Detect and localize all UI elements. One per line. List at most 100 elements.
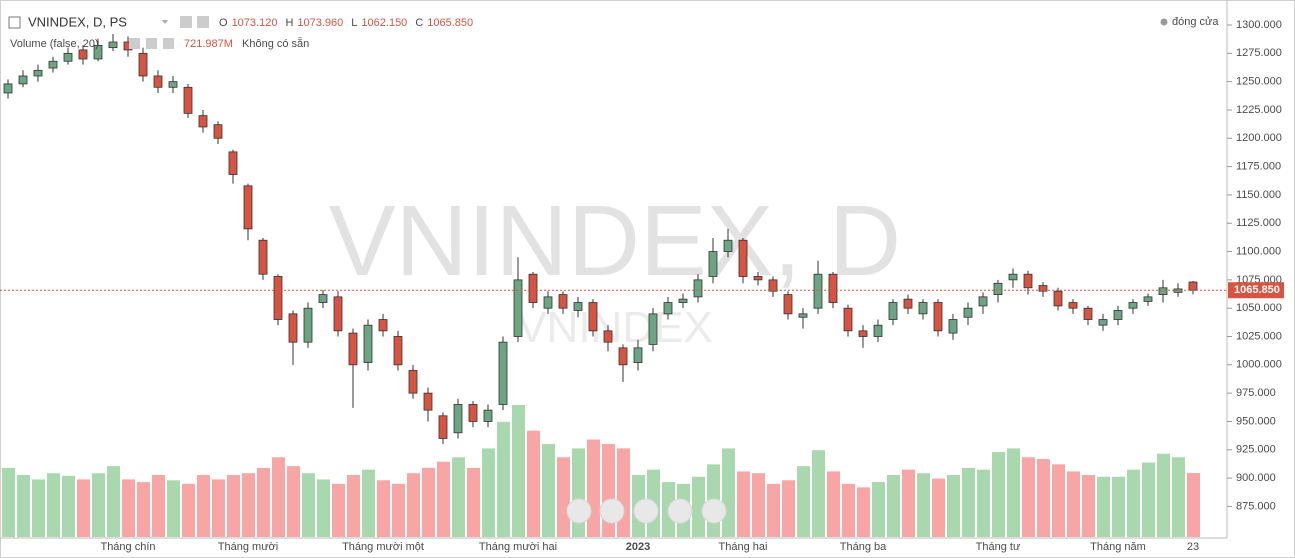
y-tick-label: 950.000: [1236, 415, 1276, 427]
candle-body: [258, 239, 268, 275]
candle-body: [483, 409, 493, 422]
volume-title: Volume (false, 20): [10, 38, 99, 50]
status-text: đóng cửa: [1172, 16, 1219, 28]
x-tick-label: Tháng mười hai: [479, 541, 557, 553]
zoom-plus-button[interactable]: [667, 498, 693, 524]
volume-bar: [287, 466, 300, 537]
candle-body: [528, 273, 538, 303]
y-tick-label: 1250.000: [1236, 76, 1282, 88]
y-tick-label: 1200.000: [1236, 132, 1282, 144]
zoom-minus-button[interactable]: [599, 498, 625, 524]
volume-bar: [1142, 462, 1155, 537]
volume-bar: [1157, 453, 1170, 537]
volume-bar: [137, 482, 150, 537]
volume-bar: [557, 457, 570, 537]
x-tick-label: Tháng tư: [976, 541, 1021, 553]
candle-body: [1053, 290, 1063, 307]
watermark: VNINDEX, D: [329, 185, 901, 297]
zoom-out-button[interactable]: [566, 498, 592, 524]
volume-bar: [722, 448, 735, 537]
volume-bar: [617, 448, 630, 537]
x-tick-label: 23: [1187, 541, 1199, 553]
volume-bar: [152, 474, 165, 537]
scroll-button[interactable]: [701, 498, 727, 524]
y-tick-label: 1150.000: [1236, 189, 1281, 201]
volume-bar: [122, 479, 135, 537]
candle-body: [1083, 307, 1093, 320]
volume-close-icon[interactable]: [163, 38, 174, 49]
candle-body: [633, 347, 643, 363]
candle-body: [3, 83, 13, 94]
volume-bar: [32, 479, 45, 537]
volume-bar: [692, 476, 705, 537]
settings-icon[interactable]: [180, 16, 192, 28]
volume-bar: [107, 466, 120, 537]
volume-value: 721.987M: [184, 38, 233, 50]
candle-body: [978, 296, 988, 307]
candle-body: [1098, 319, 1108, 326]
candle-body: [603, 330, 613, 343]
candle-body: [513, 279, 523, 337]
symbol-title: VNINDEX, D, PS: [28, 14, 127, 29]
volume-bar: [1067, 471, 1080, 537]
volume-bar: [887, 474, 900, 537]
volume-bar: [272, 457, 285, 537]
candle-body: [708, 251, 718, 277]
volume-bar: [212, 479, 225, 537]
volume-bar: [1172, 457, 1185, 537]
candle-body: [678, 298, 688, 303]
candle-body: [753, 276, 763, 281]
ohlc-name: H: [285, 17, 293, 29]
x-tick-label: 2023: [626, 541, 650, 553]
candle-body: [738, 239, 748, 277]
dropdown-icon[interactable]: [162, 20, 168, 24]
volume-bar: [752, 473, 765, 537]
volume-bar: [947, 474, 960, 537]
reset-button[interactable]: [633, 498, 659, 524]
y-tick-label: 1100.000: [1236, 245, 1281, 257]
y-tick-label: 1175.000: [1236, 160, 1281, 172]
candle-body: [423, 392, 433, 411]
hide-icon[interactable]: [197, 16, 209, 28]
candle-body: [663, 302, 673, 315]
candle-body: [63, 52, 73, 62]
candle-body: [498, 341, 508, 405]
candle-body: [1113, 310, 1123, 320]
volume-bar: [932, 478, 945, 537]
volume-bar: [407, 473, 420, 537]
volume-bar: [587, 439, 600, 537]
ohlc-legend: O 1073.120 H 1073.960 L 1062.150 C 1065.850: [219, 17, 473, 29]
candle-body: [1038, 285, 1048, 292]
y-tick-label: 975.000: [1236, 387, 1276, 399]
volume-bar: [962, 467, 975, 537]
volume-eye-icon[interactable]: [129, 38, 140, 49]
volume-note: Không có sẵn: [242, 37, 309, 50]
volume-bar: [422, 467, 435, 537]
candle-body: [273, 276, 283, 320]
candle-body: [558, 294, 568, 309]
volume-bar: [827, 471, 840, 537]
candle-body: [1128, 302, 1138, 309]
volume-settings-icon[interactable]: [146, 38, 157, 49]
candle-body: [303, 307, 313, 343]
y-tick-label: 1125.000: [1236, 217, 1281, 229]
collapse-icon[interactable]: [8, 16, 21, 29]
y-tick-label: 1300.000: [1236, 19, 1282, 31]
candle-body: [963, 307, 973, 318]
candle-body: [48, 60, 58, 69]
volume-bar: [917, 473, 930, 537]
candle-body: [1068, 302, 1078, 309]
volume-bar: [1187, 473, 1200, 537]
volume-bar: [902, 469, 915, 537]
ohlc-value: 1073.960: [297, 17, 343, 29]
candle-body: [453, 404, 463, 434]
volume-bar: [812, 450, 825, 537]
candle-body: [393, 336, 403, 366]
ohlc-value: 1073.120: [232, 17, 278, 29]
volume-bar: [467, 467, 480, 537]
volume-bar: [542, 443, 555, 537]
volume-bar: [497, 421, 510, 537]
ohlc-value: 1062.150: [361, 17, 407, 29]
watermark-sub: VNINDEX: [517, 303, 713, 352]
